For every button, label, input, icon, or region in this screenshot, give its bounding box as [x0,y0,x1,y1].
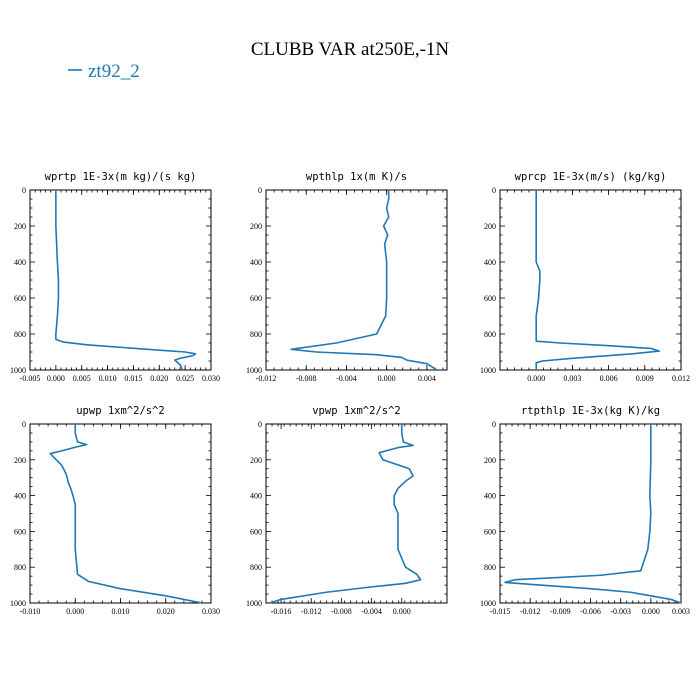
vpwp-xtick-label: -0.016 [271,607,292,616]
upwp-plot-frame [29,423,212,604]
panel-wprcp: wprcp 1E-3x(m/s) (kg/kg) 0.000 0.003 0.006 0… [480,171,690,383]
upwp-ytick-label: 600 [14,527,26,536]
vpwp-ytick-label: 0 [258,420,262,429]
vpwp-ytick-label: 600 [250,527,262,536]
legend: zt92_2 [68,61,140,82]
vpwp-plot-frame [265,423,448,604]
wprcp-xtick-label: 0.000 [527,374,545,383]
rtpthlp-xtick-label: -0.003 [610,607,631,616]
upwp-ytick-label: 1000 [10,599,26,608]
vpwp-ytick-label: 400 [250,492,262,501]
wpthlp-ytick-label: 200 [250,222,262,231]
wprtp-xtick-label: 0.030 [202,374,220,383]
wprtp-xtick-label: 0.000 [47,374,65,383]
vpwp-ytick-label: 800 [250,563,262,572]
wprtp-xtick-label: -0.005 [20,374,41,383]
rtpthlp-ytick-label: 600 [484,527,496,536]
wprcp-plot-frame [499,189,682,371]
wprtp-xtick-label: 0.020 [150,374,168,383]
rtpthlp-xtick-label: -0.015 [490,607,511,616]
wpthlp-ytick-label: 0 [258,186,262,195]
upwp-ytick-label: 800 [14,563,26,572]
wprtp-ytick-label: 0 [22,186,26,195]
upwp-panel-title: upwp 1xm^2/s^2 [76,405,165,417]
wprcp-ytick-label: 0 [492,186,496,195]
wprcp-ytick-label: 400 [484,258,496,267]
panel-vpwp: vpwp 1xm^2/s^2 -0.016 -0.012 -0.008 -0.004 0.… [246,405,448,616]
panel-wprtp: wprtp 1E-3x(m kg)/(s kg) -0.005 0.000 0.005… [10,171,220,383]
upwp-xtick-label: -0.010 [20,607,41,616]
vpwp-panel-title: vpwp 1xm^2/s^2 [312,405,401,417]
rtpthlp-xtick-label: -0.006 [580,607,601,616]
rtpthlp-xtick-label: -0.009 [550,607,571,616]
wpthlp-plot-frame [265,189,448,371]
wprtp-panel-title: wprtp 1E-3x(m kg)/(s kg) [45,171,197,183]
figure-title: CLUBB VAR at250E,-1N [251,39,450,60]
wprcp-xtick-label: 0.009 [636,374,654,383]
vpwp-ytick-label: 200 [250,456,262,465]
wprtp-series-line [55,190,197,371]
panel-upwp: upwp 1xm^2/s^2 -0.010 0.000 0.010 0.020 0.030… [10,405,220,616]
wpthlp-series-line [290,190,438,371]
rtpthlp-ytick-label: 200 [484,456,496,465]
wpthlp-xtick-label: -0.012 [256,374,277,383]
wpthlp-ytick-label: 800 [250,330,262,339]
upwp-ytick-label: 0 [22,420,26,429]
wprtp-xtick-label: 0.025 [176,374,194,383]
wprcp-ytick-label: 800 [484,330,496,339]
wpthlp-ytick-label: 1000 [246,366,262,375]
wprcp-xtick-label: 0.006 [600,374,618,383]
wprtp-ytick-label: 200 [14,222,26,231]
rtpthlp-ytick-label: 0 [492,420,496,429]
vpwp-xtick-label: -0.004 [361,607,382,616]
wprcp-xtick-label: 0.003 [563,374,581,383]
panel-wpthlp: wpthlp 1x(m K)/s -0.012 -0.008 -0.004 0.000 0… [246,171,448,383]
panel-rtpthlp: rtpthlp 1E-3x(kg K)/kg -0.015 -0.012 -0.009… [480,405,690,616]
wprcp-ytick-label: 1000 [480,366,496,375]
vpwp-xtick-label: 0.000 [393,607,411,616]
rtpthlp-xtick-label: -0.012 [520,607,541,616]
vpwp-xtick-label: -0.012 [301,607,322,616]
rtpthlp-ytick-label: 1000 [480,599,496,608]
wpthlp-xtick-label: 0.004 [418,374,436,383]
upwp-xtick-label: 0.030 [202,607,220,616]
wpthlp-panel-title: wpthlp 1x(m K)/s [306,171,407,183]
rtpthlp-panel-title: rtpthlp 1E-3x(kg K)/kg [521,405,660,417]
upwp-xtick-label: 0.000 [66,607,84,616]
upwp-xtick-label: 0.020 [157,607,175,616]
rtpthlp-ytick-label: 400 [484,492,496,501]
upwp-ytick-label: 200 [14,456,26,465]
upwp-xtick-label: 0.010 [112,607,130,616]
rtpthlp-xtick-label: 0.003 [672,607,690,616]
wprtp-xtick-label: 0.010 [99,374,117,383]
wpthlp-xtick-label: -0.008 [296,374,317,383]
wprtp-ytick-label: 400 [14,258,26,267]
wprtp-ytick-label: 600 [14,294,26,303]
wprtp-ytick-label: 800 [14,330,26,339]
rtpthlp-ytick-label: 800 [484,563,496,572]
wprcp-ytick-label: 600 [484,294,496,303]
rtpthlp-series-line [504,424,682,604]
vpwp-series-line [269,424,422,604]
wprtp-ytick-label: 1000 [10,366,26,375]
rtpthlp-xtick-label: 0.000 [642,607,660,616]
wprcp-xtick-label: 0.012 [672,374,690,383]
upwp-ytick-label: 400 [14,492,26,501]
wprcp-ytick-label: 200 [484,222,496,231]
vpwp-ytick-label: 1000 [246,599,262,608]
panel-grid: wprtp 1E-3x(m kg)/(s kg) -0.005 0.000 0.005… [10,171,690,616]
wprtp-xtick-label: 0.015 [124,374,142,383]
wpthlp-ytick-label: 600 [250,294,262,303]
vpwp-xtick-label: -0.008 [331,607,352,616]
upwp-series-line [49,424,203,604]
wprcp-panel-title: wprcp 1E-3x(m/s) (kg/kg) [515,171,667,183]
wprtp-xtick-label: 0.005 [73,374,91,383]
wpthlp-ytick-label: 400 [250,258,262,267]
wprcp-series-line [535,190,661,370]
wprtp-plot-frame [29,189,212,371]
legend-label: zt92_2 [88,61,140,82]
wpthlp-xtick-label: 0.000 [378,374,396,383]
wpthlp-xtick-label: -0.004 [336,374,357,383]
